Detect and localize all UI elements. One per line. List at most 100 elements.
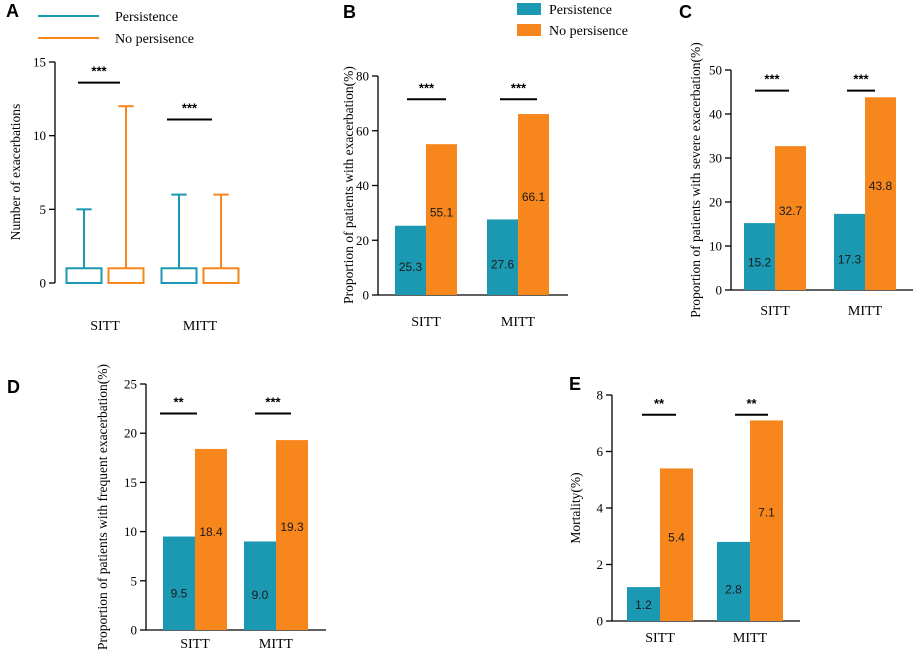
legend-a: Persistence No persisence (38, 10, 194, 47)
y-tick-label: 6 (597, 444, 604, 459)
panel-a: A 0 5 10 15 Number of exacerbations SITT MITT **… (6, 1, 240, 334)
y-tick-label: 40 (356, 178, 369, 193)
bar-no-persistence (865, 97, 896, 290)
x-category-label: MITT (259, 637, 294, 652)
y-tick-label: 15 (124, 475, 137, 490)
bar-value-label: 15.2 (748, 256, 772, 270)
legend-a-no-persistence-label: No persisence (115, 32, 194, 47)
x-category-label: SITT (90, 319, 120, 334)
bar-no-persistence (660, 468, 693, 621)
x-category-label: SITT (760, 304, 790, 319)
legend-b-persistence-swatch (517, 3, 541, 15)
legend-b-no-persistence-label: No persisence (549, 24, 628, 39)
bar-value-label: 17.3 (838, 252, 862, 266)
y-tick-label: 40 (709, 107, 722, 122)
bar-value-label: 25.3 (399, 260, 423, 274)
y-tick-label: 30 (709, 151, 722, 166)
x-category-label: SITT (180, 637, 210, 652)
bar-value-label: 7.1 (758, 506, 775, 520)
y-tick-label: 20 (709, 195, 722, 210)
bar-value-label: 55.1 (430, 206, 454, 220)
legend-b: Persistence No persisence (517, 3, 628, 39)
bar-no-persistence (518, 114, 549, 296)
y-tick-label: 0 (363, 288, 370, 303)
bar-no-persistence (426, 144, 457, 295)
box-persistence (160, 193, 198, 284)
significance-label: *** (853, 72, 869, 87)
box-no-persistence (107, 105, 145, 284)
box-persistence (65, 208, 103, 284)
significance-label: ** (654, 396, 665, 411)
y-tick-label: 50 (709, 63, 722, 78)
y-axis-label: Mortality(%) (568, 472, 583, 543)
y-tick-label: 15 (33, 55, 46, 70)
y-tick-label: 0 (597, 614, 604, 629)
bar-persistence (487, 219, 518, 295)
y-tick-label: 20 (356, 233, 369, 248)
bar-value-label: 18.4 (199, 525, 223, 539)
panel-c-label: C (679, 2, 692, 22)
significance-label: *** (265, 395, 281, 410)
y-axis-label: Proportion of patients with severe exace… (688, 42, 703, 318)
y-tick-label: 20 (124, 426, 137, 441)
box-body (160, 267, 198, 284)
bar-persistence (244, 541, 276, 630)
legend-b-persistence-label: Persistence (549, 3, 612, 18)
legend-a-persistence-label: Persistence (115, 10, 178, 25)
y-axis-label: Proportion of patients with exacerbation… (341, 66, 356, 304)
box-no-persistence (202, 193, 240, 284)
y-tick-label: 8 (597, 388, 604, 403)
bar-no-persistence (276, 440, 308, 630)
legend-b-no-persistence-swatch (517, 24, 541, 36)
bar-value-label: 66.1 (522, 190, 546, 204)
y-tick-label: 4 (597, 501, 604, 516)
panel-e-label: E (569, 374, 581, 394)
box-body (107, 267, 145, 284)
bar-no-persistence (750, 420, 783, 621)
significance-label: *** (91, 64, 107, 79)
bar-value-label: 27.6 (491, 258, 515, 272)
y-tick-label: 10 (124, 524, 137, 539)
bar-persistence (627, 587, 660, 621)
significance-label: *** (419, 80, 435, 95)
bar-value-label: 19.3 (280, 520, 304, 534)
y-axis-label: Number of exacerbations (8, 104, 23, 240)
panel-b-label: B (343, 2, 356, 22)
panel-a-label: A (6, 1, 19, 21)
x-category-label: MITT (848, 304, 883, 319)
x-category-label: MITT (733, 631, 768, 646)
y-tick-label: 0 (40, 276, 47, 291)
box-body (65, 267, 103, 284)
bar-value-label: 9.5 (171, 586, 188, 600)
box-body (202, 267, 240, 284)
y-tick-label: 60 (356, 123, 369, 138)
y-tick-label: 5 (131, 573, 138, 588)
panel-e: E 0 2 4 6 8 Mortality(%) SITT MITT 1.2 5.4 2.8 7.1 **… (568, 374, 800, 646)
bar-persistence (834, 213, 865, 290)
y-tick-label: 0 (131, 623, 138, 638)
y-tick-label: 10 (33, 128, 46, 143)
y-axis-label: Proportion of patients with frequent exa… (95, 364, 110, 650)
significance-label: *** (182, 100, 198, 115)
y-tick-label: 10 (709, 239, 722, 254)
panel-d: D 0 5 10 15 20 25 Proportion of patients with f… (7, 364, 326, 652)
bar-persistence (717, 541, 750, 621)
bar-value-label: 2.8 (725, 582, 742, 596)
significance-label: ** (746, 396, 757, 411)
bar-value-label: 5.4 (668, 531, 685, 545)
panel-c: C 0 10 20 30 40 50 Proportion of patients with … (679, 2, 913, 319)
significance-label: ** (173, 395, 184, 410)
significance-label: *** (764, 72, 780, 87)
panel-d-label: D (7, 377, 20, 397)
y-tick-label: 80 (356, 69, 369, 84)
significance-label: *** (511, 80, 527, 95)
bar-value-label: 32.7 (779, 204, 803, 218)
bar-persistence (395, 225, 426, 295)
y-tick-label: 25 (124, 377, 137, 392)
x-category-label: MITT (501, 315, 536, 330)
bar-value-label: 43.8 (869, 179, 893, 193)
y-tick-label: 5 (40, 202, 47, 217)
x-category-label: SITT (411, 315, 441, 330)
